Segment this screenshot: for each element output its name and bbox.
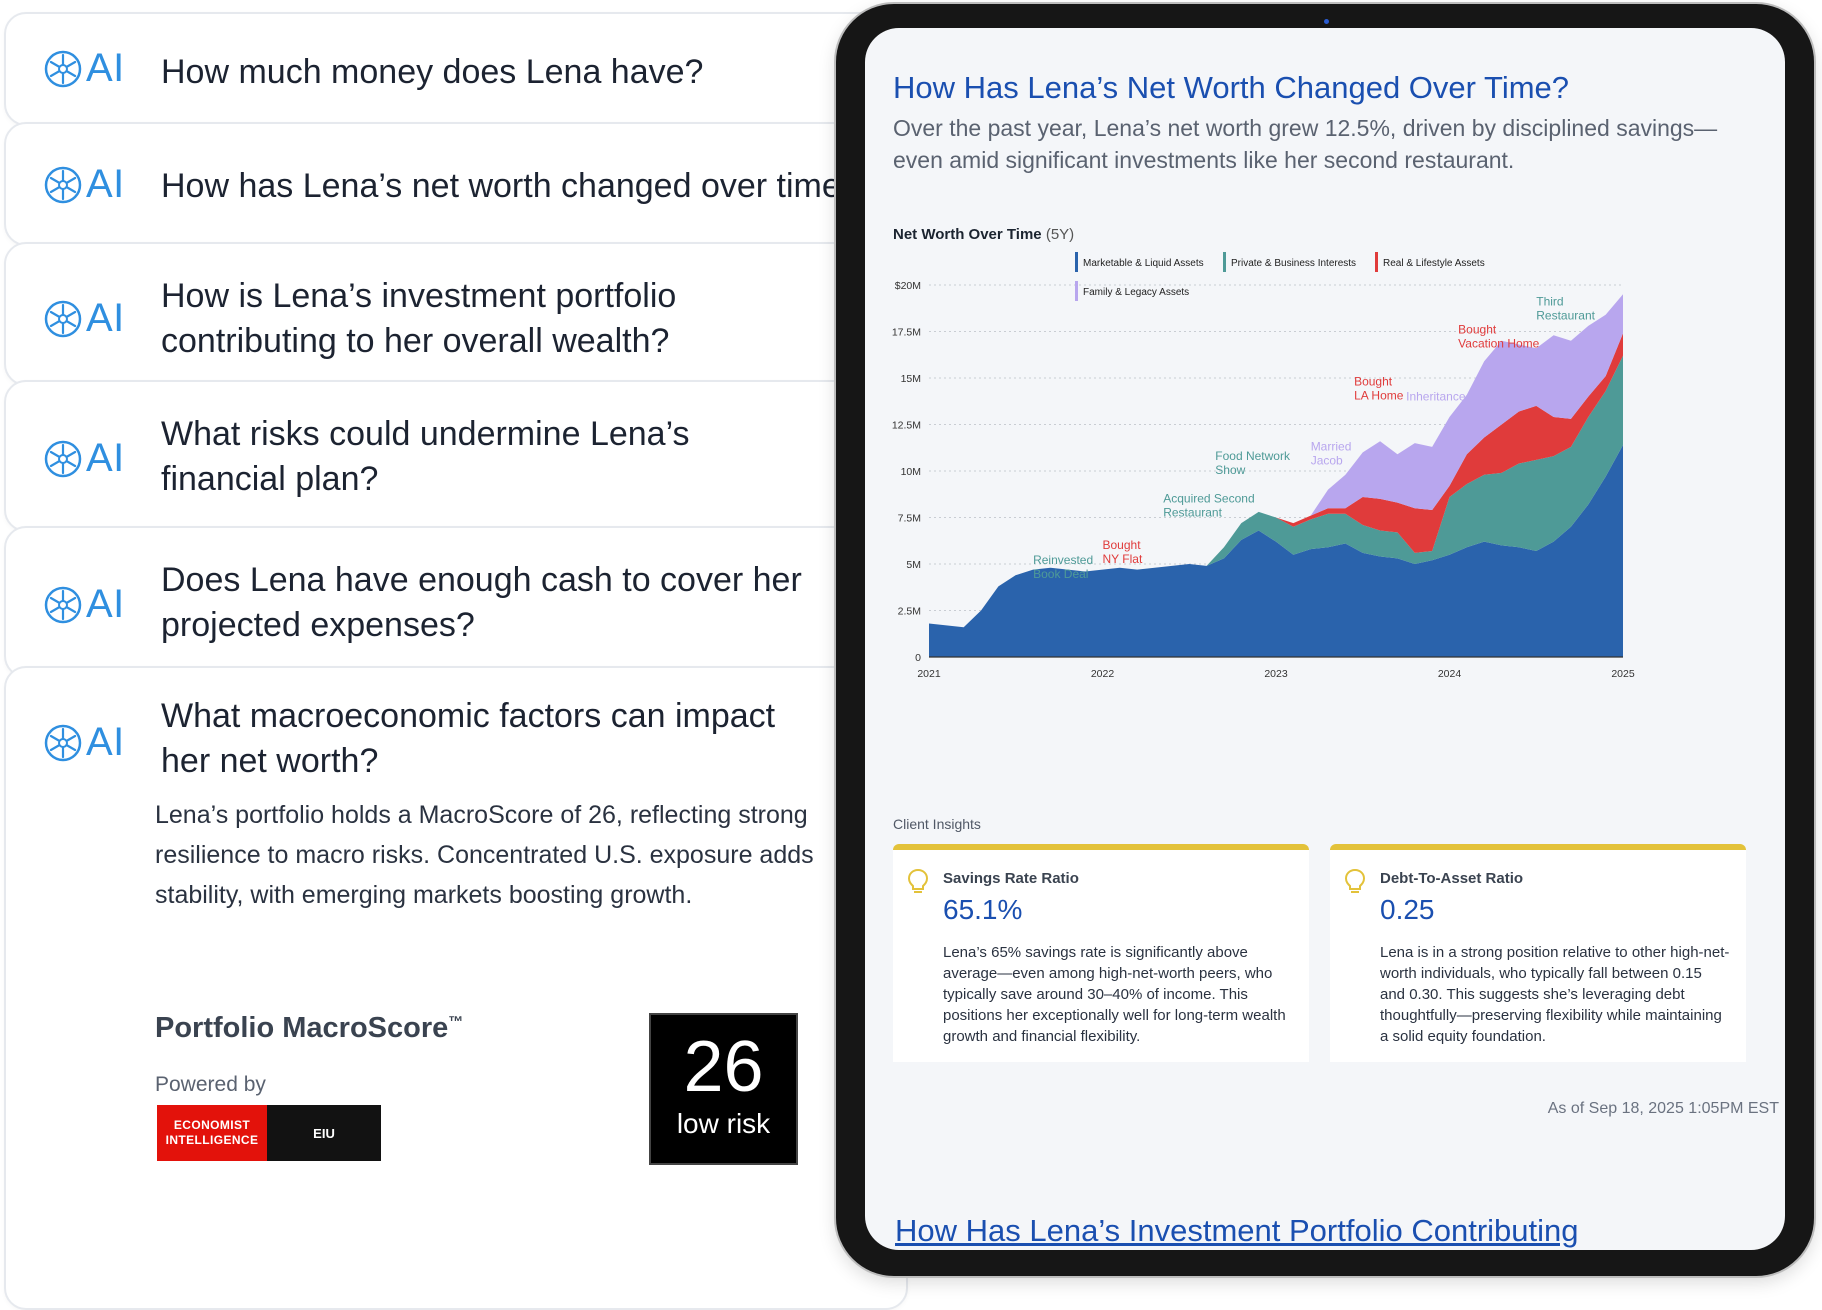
question-card[interactable]: AI How much money does Lena have? [4, 12, 908, 126]
chart-annotation: Married Jacob [1311, 440, 1352, 468]
question-text: How is Lena’s investment portfolio contr… [161, 277, 677, 360]
ai-badge: AI [44, 46, 125, 91]
ai-label: AI [86, 46, 125, 90]
section-title: How Has Lena’s Net Worth Changed Over Ti… [893, 70, 1570, 105]
legend-label: Family & Legacy Assets [1083, 287, 1189, 298]
next-section-title[interactable]: How Has Lena’s Investment Portfolio Cont… [895, 1213, 1579, 1248]
y-tick-label: 10M [901, 466, 921, 478]
y-tick-label: 2.5M [898, 606, 921, 618]
question-text: What risks could undermine Lena’s financ… [161, 415, 690, 498]
macroscore-title: Portfolio MacroScore™ [155, 1012, 464, 1044]
question-text: How much money does Lena have? [161, 53, 704, 91]
chart-annotation: Bought LA Home [1354, 374, 1404, 402]
macroscore-badge: 26 low risk [649, 1013, 798, 1165]
insight-card: Debt-To-Asset Ratio 0.25 Lena is in a st… [1330, 844, 1746, 1062]
insight-text: Lena is in a strong position relative to… [1380, 944, 1730, 1045]
insight-name: Debt-To-Asset Ratio [1380, 870, 1524, 887]
question-text: What macroeconomic factors can impact he… [161, 697, 776, 780]
macroscore-value: 26 [683, 1027, 764, 1107]
lightbulb-icon [907, 868, 929, 893]
legend-swatch [1075, 281, 1078, 301]
question-card[interactable]: AI What risks could undermine Lena’s fin… [4, 380, 908, 532]
tablet-device: How Has Lena’s Net Worth Changed Over Ti… [836, 4, 1814, 1276]
answer-text: Lena’s portfolio holds a MacroScore of 2… [155, 801, 814, 909]
ai-badge: AI [44, 720, 125, 765]
camera-dot [1324, 19, 1329, 24]
ai-question-list: AI How much money does Lena have? AI How… [0, 0, 908, 1310]
ai-badge: AI [44, 436, 125, 481]
ai-label: AI [86, 720, 125, 764]
x-tick-label: 2025 [1611, 668, 1635, 680]
question-text: Does Lena have enough cash to cover her … [161, 561, 802, 644]
y-tick-label: 5M [906, 559, 921, 571]
legend-swatch [1075, 252, 1078, 272]
chart-annotation: Bought Vacation Home [1458, 322, 1539, 350]
ai-label: AI [86, 296, 125, 340]
insights-label: Client Insights [893, 816, 981, 832]
ai-snowflake-icon [44, 166, 82, 203]
ai-snowflake-icon [44, 300, 82, 337]
x-tick-label: 2021 [917, 668, 941, 680]
question-card-expanded[interactable]: AI What macroeconomic factors can impact… [4, 666, 908, 1310]
chart-annotation: Reinvested Book Deal [1033, 553, 1093, 581]
chart-period: (5Y) [1045, 226, 1075, 243]
trademark-symbol: ™ [448, 1013, 464, 1031]
ai-badge: AI [44, 296, 125, 341]
chart-heading: Net Worth Over Time (5Y) [893, 226, 1075, 243]
question-card[interactable]: AI Does Lena have enough cash to cover h… [4, 526, 908, 678]
series-area-marketable [929, 444, 1623, 657]
insight-text: Lena’s 65% savings rate is significantly… [943, 944, 1286, 1045]
insight-value: 0.25 [1380, 894, 1435, 925]
y-tick-label: 15M [901, 373, 921, 385]
insight-name: Savings Rate Ratio [943, 870, 1079, 887]
ai-snowflake-icon [44, 586, 82, 623]
legend-swatch [1223, 252, 1226, 272]
eiu-logo-black: EIU [267, 1105, 381, 1161]
chart-annotation: Acquired Second Restaurant [1163, 492, 1254, 520]
question-text: How has Lena’s net worth changed over ti… [161, 167, 841, 205]
chart-annotation: Third Restaurant [1536, 294, 1595, 322]
x-tick-label: 2024 [1438, 668, 1462, 680]
x-tick-label: 2023 [1264, 668, 1288, 680]
tablet-screen[interactable]: How Has Lena’s Net Worth Changed Over Ti… [865, 28, 1785, 1250]
insight-value: 65.1% [943, 894, 1023, 925]
powered-by-label: Powered by [155, 1073, 266, 1096]
ai-label: AI [86, 582, 125, 626]
chart-annotation: Food Network Show [1215, 449, 1291, 477]
ai-label: AI [86, 436, 125, 480]
chart-annotation: Inheritance [1406, 389, 1466, 403]
ai-label: AI [86, 162, 125, 206]
ai-snowflake-icon [44, 50, 82, 87]
x-tick-label: 2022 [1091, 668, 1115, 680]
macroscore-risk: low risk [676, 1108, 771, 1139]
y-tick-label: 7.5M [898, 513, 921, 525]
y-tick-label: 17.5M [892, 327, 921, 339]
section-subtitle: Over the past year, Lena’s net worth gre… [893, 115, 1718, 173]
ai-snowflake-icon [44, 440, 82, 477]
net-worth-chart[interactable]: 0 2.5M 5M 7.5M 10M 12.5M 15M 17.5M $20M 2021 2022 2… [865, 248, 1785, 788]
legend-label: Real & Lifestyle Assets [1383, 258, 1485, 269]
lightbulb-icon [1344, 868, 1366, 893]
legend-swatch [1375, 252, 1378, 272]
legend-label: Private & Business Interests [1231, 258, 1356, 269]
legend-label: Marketable & Liquid Assets [1083, 258, 1204, 269]
eiu-logo-red: ECONOMIST INTELLIGENCE [157, 1105, 267, 1161]
question-card[interactable]: AI How has Lena’s net worth changed over… [4, 122, 908, 246]
series-area-private [929, 355, 1623, 628]
ai-badge: AI [44, 162, 125, 207]
y-tick-label: $20M [895, 280, 921, 292]
eiu-logo: ECONOMIST INTELLIGENCE EIU [157, 1105, 381, 1161]
y-tick-label: 0 [915, 652, 921, 664]
chart-annotation: Bought NY Flat [1103, 538, 1143, 566]
ai-snowflake-icon [44, 724, 82, 761]
insight-card: Savings Rate Ratio 65.1% Lena’s 65% savi… [893, 844, 1309, 1062]
y-tick-label: 12.5M [892, 420, 921, 432]
as-of-timestamp: As of Sep 18, 2025 1:05PM EST [1547, 1100, 1779, 1117]
ai-badge: AI [44, 582, 125, 627]
question-card[interactable]: AI How is Lena’s investment portfolio co… [4, 242, 908, 386]
